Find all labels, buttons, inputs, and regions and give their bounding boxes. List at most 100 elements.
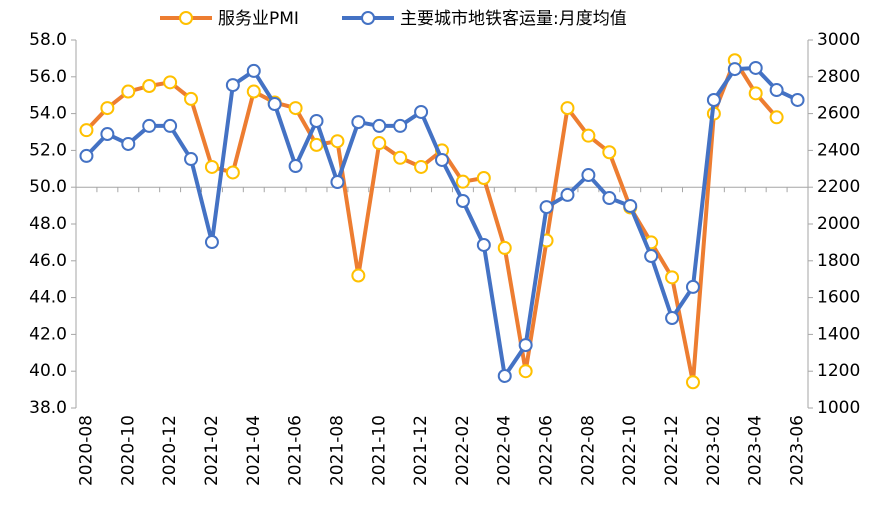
x-tick-label: 2021-02 <box>202 415 222 486</box>
data-point <box>288 159 303 174</box>
data-point <box>455 174 470 189</box>
data-point <box>184 91 199 106</box>
data-point <box>476 237 491 252</box>
data-point <box>204 235 219 250</box>
y2-tick-label: 3000 <box>817 30 860 50</box>
data-point <box>246 63 261 78</box>
data-point <box>602 191 617 206</box>
data-point <box>727 62 742 77</box>
x-tick-label: 2022-12 <box>662 415 682 486</box>
data-point <box>163 75 178 90</box>
x-tick-label: 2021-06 <box>286 415 306 486</box>
data-point <box>121 136 136 151</box>
data-point <box>769 83 784 98</box>
data-point <box>455 194 470 208</box>
data-point <box>581 168 596 183</box>
x-tick-label: 2023-02 <box>704 415 724 486</box>
y-tick-label: 46.0 <box>29 251 67 271</box>
data-point <box>351 268 366 283</box>
data-point <box>184 152 199 167</box>
y-tick-label: 54.0 <box>29 104 67 124</box>
data-point <box>623 198 638 213</box>
data-point <box>309 137 324 152</box>
y-tick-label: 48.0 <box>29 214 67 234</box>
data-point <box>665 270 680 285</box>
y2-tick-label: 2400 <box>817 140 860 160</box>
data-point <box>748 86 763 101</box>
data-point <box>393 150 408 165</box>
y2-tick-label: 1000 <box>817 398 860 418</box>
y-tick-label: 44.0 <box>29 288 67 308</box>
x-tick-label: 2020-12 <box>160 415 180 486</box>
data-point <box>602 145 617 160</box>
data-point <box>518 364 533 379</box>
data-point <box>497 240 512 255</box>
y2-tick-label: 2200 <box>817 177 860 197</box>
y-tick-label: 38.0 <box>29 398 67 418</box>
data-point <box>267 97 282 112</box>
data-point <box>393 118 408 133</box>
x-tick-label: 2021-08 <box>327 415 347 486</box>
x-tick-label: 2021-10 <box>369 415 389 486</box>
data-point <box>163 118 178 133</box>
data-point <box>665 311 680 326</box>
data-point <box>685 279 700 294</box>
data-point <box>142 79 157 93</box>
data-point <box>142 118 157 133</box>
data-point <box>560 101 575 116</box>
y2-tick-label: 2000 <box>817 214 860 234</box>
legend-marker <box>179 11 193 25</box>
y-tick-label: 52.0 <box>29 140 67 160</box>
data-point <box>560 187 575 202</box>
data-point <box>204 159 219 174</box>
x-tick-label: 2023-04 <box>746 415 766 486</box>
data-point <box>790 92 805 107</box>
data-point <box>414 104 429 119</box>
data-point <box>100 127 115 142</box>
x-tick-label: 2022-02 <box>453 415 473 486</box>
y-tick-label: 56.0 <box>29 67 67 87</box>
data-point <box>100 101 115 116</box>
x-tick-label: 2021-04 <box>244 415 264 486</box>
data-point <box>581 128 596 143</box>
data-point <box>435 152 449 167</box>
data-point <box>79 123 94 138</box>
data-point <box>476 171 491 185</box>
y-tick-label: 58.0 <box>29 30 67 50</box>
x-tick-label: 2021-12 <box>411 415 431 486</box>
x-tick-label: 2022-10 <box>620 415 640 486</box>
data-point <box>644 249 659 264</box>
data-point <box>372 118 387 133</box>
legend-marker <box>361 11 375 25</box>
data-point <box>497 368 512 383</box>
y2-tick-label: 2800 <box>817 67 860 87</box>
data-point <box>518 338 533 353</box>
x-tick-label: 2020-08 <box>76 415 96 486</box>
y-tick-label: 50.0 <box>29 177 67 197</box>
x-tick-label: 2022-06 <box>537 415 557 486</box>
y2-tick-label: 2600 <box>817 104 860 124</box>
data-point <box>330 175 345 190</box>
data-point <box>309 113 324 128</box>
data-point <box>330 134 345 149</box>
y2-tick-label: 1600 <box>817 288 860 308</box>
data-point <box>685 375 700 390</box>
y-tick-label: 42.0 <box>29 324 67 344</box>
data-point <box>539 200 554 215</box>
series-line <box>85 65 799 378</box>
data-point <box>706 92 721 107</box>
data-point <box>414 159 429 174</box>
data-point <box>351 115 366 130</box>
data-point <box>225 165 240 180</box>
data-point <box>748 60 763 75</box>
data-point <box>225 78 240 93</box>
data-point <box>79 148 94 163</box>
x-tick-label: 2022-04 <box>495 415 515 486</box>
y2-tick-label: 1200 <box>817 361 860 381</box>
x-tick-label: 2022-08 <box>578 415 598 486</box>
y2-tick-label: 1400 <box>817 324 860 344</box>
y-tick-label: 40.0 <box>29 361 67 381</box>
series-line <box>85 58 779 385</box>
data-point <box>288 101 303 116</box>
